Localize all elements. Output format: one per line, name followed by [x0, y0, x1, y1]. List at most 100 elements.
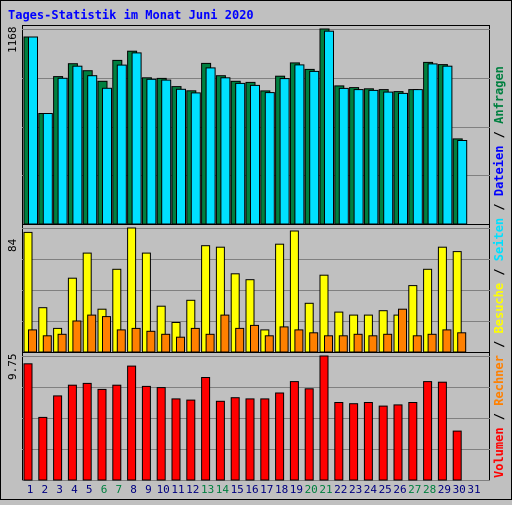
x-label-day-7: 7: [115, 483, 122, 496]
bar-volumen-day-11: [171, 398, 181, 481]
bar-volumen-day-2: [38, 416, 48, 481]
bar-dateien-day-25: [383, 91, 394, 225]
bar-rechner-day-13: [205, 333, 215, 353]
side-legend: Volumen / Rechner / Besuche / Seiten / D…: [492, 66, 506, 478]
bar-volumen-day-23: [349, 403, 359, 481]
bar-dateien-day-27: [412, 89, 423, 225]
bar-rechner-day-5: [87, 314, 97, 353]
x-label-day-15: 15: [231, 483, 244, 496]
bar-rechner-day-14: [220, 314, 230, 353]
bar-rechner-day-28: [427, 333, 437, 353]
x-label-day-29: 29: [438, 483, 451, 496]
bar-rechner-day-3: [57, 333, 67, 353]
bar-dateien-day-5: [87, 75, 98, 225]
x-label-day-21: 21: [319, 483, 332, 496]
bar-rechner-day-1: [28, 329, 37, 353]
bar-volumen-day-25: [378, 405, 388, 481]
x-label-day-16: 16: [245, 483, 258, 496]
bar-rechner-day-9: [146, 330, 156, 353]
bar-dateien-day-28: [427, 63, 438, 225]
bar-dateien-day-22: [338, 87, 349, 225]
x-label-day-24: 24: [364, 483, 378, 496]
x-label-day-31: 31: [467, 483, 480, 496]
panel-bottom: 9.75: [6, 352, 490, 481]
x-axis-labels: 1 2 3 4 5 6 7 8 9 10 11 12 13 14 15 16 17 18 19 20 21 22 23 24 2…: [27, 483, 481, 496]
side-legend-part: Rechner: [492, 355, 506, 406]
x-label-day-9: 9: [145, 483, 152, 496]
x-label-day-5: 5: [86, 483, 93, 496]
panel-middle: 84: [6, 224, 490, 353]
bar-volumen-day-3: [53, 395, 63, 481]
bar-volumen-day-14: [215, 400, 225, 481]
bar-dateien-day-17: [264, 92, 275, 225]
bar-volumen-day-22: [334, 402, 344, 481]
bar-rechner-day-12: [190, 327, 200, 353]
panel-top: 1168: [6, 27, 490, 225]
y-max-label: 84: [6, 238, 19, 252]
bar-dateien-day-2: [42, 113, 53, 225]
bar-dateien-day-21: [324, 30, 334, 225]
bar-volumen-day-7: [112, 384, 122, 481]
bar-dateien-day-14: [220, 77, 231, 225]
bar-rechner-day-19: [294, 329, 304, 353]
bar-volumen-day-6: [97, 388, 107, 481]
x-label-day-17: 17: [260, 483, 273, 496]
x-label-day-8: 8: [130, 483, 137, 496]
side-legend-part: /: [492, 406, 506, 428]
bar-dateien-day-13: [205, 67, 216, 225]
bar-volumen-day-26: [393, 404, 403, 481]
side-legend-part: /: [492, 333, 506, 355]
panels-group: 1168 84 9.75: [6, 27, 490, 481]
bar-volumen-day-24: [363, 402, 373, 481]
bar-dateien-day-10: [161, 79, 172, 225]
bar-dateien-day-8: [131, 52, 142, 225]
bar-rechner-day-2: [42, 335, 52, 353]
x-label-day-4: 4: [71, 483, 78, 496]
bar-dateien-day-30: [457, 140, 468, 225]
y-max-label: 1168: [6, 27, 19, 54]
bar-volumen-day-12: [186, 399, 196, 481]
y-max-label: 9.75: [6, 354, 19, 381]
x-label-day-23: 23: [349, 483, 362, 496]
x-label-day-3: 3: [56, 483, 63, 496]
bar-rechner-day-22: [338, 335, 348, 353]
bar-dateien-day-12: [190, 92, 201, 225]
bar-volumen-day-4: [67, 384, 77, 481]
bar-dateien-day-9: [146, 78, 157, 225]
bar-dateien-day-6: [102, 87, 112, 225]
bar-volumen-day-15: [230, 397, 240, 481]
bar-rechner-day-4: [72, 320, 82, 353]
bar-dateien-day-19: [294, 64, 305, 225]
bar-rechner-day-15: [235, 327, 245, 353]
bar-volumen-day-16: [245, 398, 255, 481]
bar-volumen-day-5: [82, 382, 92, 481]
bar-rechner-day-16: [250, 324, 259, 353]
x-label-day-10: 10: [157, 483, 170, 496]
x-label-day-2: 2: [41, 483, 48, 496]
x-label-day-20: 20: [305, 483, 318, 496]
chart-title: Tages-Statistik im Monat Juni 2020: [8, 8, 254, 22]
bar-rechner-day-20: [309, 332, 319, 353]
x-label-day-13: 13: [201, 483, 214, 496]
bar-rechner-day-21: [324, 335, 333, 353]
bar-rechner-day-30: [457, 332, 467, 353]
bar-rechner-day-7: [116, 329, 126, 353]
bar-dateien-day-16: [250, 84, 260, 225]
side-legend-part: Besuche: [492, 283, 506, 334]
bar-dateien-day-4: [72, 65, 83, 225]
bar-dateien-day-24: [368, 89, 379, 225]
side-legend-part: Seiten: [492, 218, 506, 261]
x-label-day-27: 27: [408, 483, 421, 496]
bar-volumen-day-17: [260, 398, 270, 481]
bar-volumen-day-18: [275, 392, 285, 481]
bar-volumen-day-27: [408, 402, 418, 481]
side-legend-part: /: [492, 261, 506, 283]
side-legend-part: /: [492, 124, 506, 146]
bar-rechner-day-18: [279, 326, 289, 353]
x-label-day-19: 19: [290, 483, 303, 496]
side-legend-part: Volumen: [492, 427, 506, 478]
bar-dateien-day-11: [176, 88, 186, 225]
side-legend-part: Dateien: [492, 146, 506, 197]
bar-rechner-day-24: [368, 335, 378, 353]
